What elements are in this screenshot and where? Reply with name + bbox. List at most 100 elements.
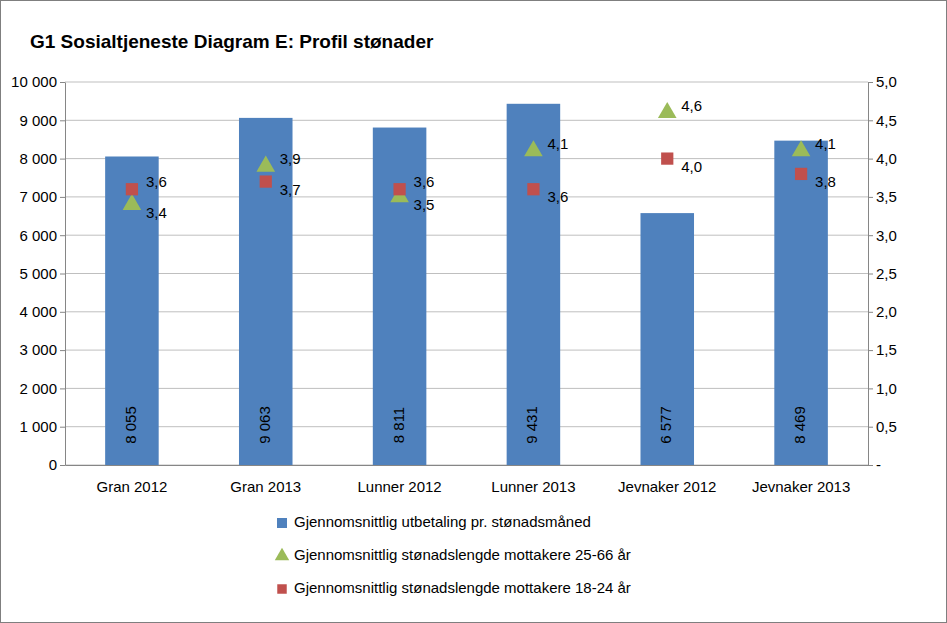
- tick: 1,0: [868, 380, 897, 397]
- tick-label: 3,0: [876, 227, 897, 244]
- tick-mark: [868, 159, 873, 160]
- grid-line: [65, 196, 868, 197]
- tick-mark: [868, 120, 873, 121]
- tick: Lunner 2012: [357, 465, 441, 495]
- tick: 0,5: [868, 418, 897, 435]
- grid-line: [65, 273, 868, 274]
- grid-line: [65, 350, 868, 351]
- tick-label: 8 000: [19, 150, 57, 167]
- data-label: 6 577: [657, 406, 674, 444]
- tick-label: 5 000: [19, 265, 57, 282]
- x-axis: Gran 2012 Gran 2013 Lunner 2012 Lunner 2013…: [66, 465, 869, 495]
- data-label: 8 469: [791, 406, 808, 444]
- tick-mark: [60, 197, 65, 198]
- tick-mark: [868, 274, 873, 275]
- grid-line: [65, 120, 868, 121]
- marker: [123, 194, 142, 210]
- tick-mark: [868, 388, 873, 389]
- marker: [393, 183, 405, 195]
- tick-mark: [868, 82, 873, 83]
- bar: [507, 104, 561, 465]
- tick-label: 0: [49, 456, 57, 473]
- tick-label: 4,0: [876, 150, 897, 167]
- y2-axis: - 0,5 1,0 1,5 2,0 2,5 3,0 3,5 4,0 4,5 5,0: [868, 73, 897, 473]
- data-label: 4,0: [681, 158, 702, 175]
- tick-label: 2,5: [876, 265, 897, 282]
- tick-label: 6 000: [19, 227, 57, 244]
- legend-swatch: [277, 584, 286, 593]
- data-label: 9 063: [256, 406, 273, 444]
- tick: -: [868, 456, 881, 473]
- data-label: 4,1: [815, 135, 836, 152]
- tick: 2,5: [868, 265, 897, 282]
- marker: [661, 152, 673, 164]
- tick: Lunner 2013: [491, 465, 575, 495]
- data-label: 4,1: [547, 135, 568, 152]
- tick: 4 000: [19, 303, 65, 320]
- data-label: 3,6: [414, 173, 435, 190]
- legend-swatch: [275, 548, 289, 560]
- tick: 5 000: [19, 265, 65, 282]
- data-label: 9 431: [523, 406, 540, 444]
- legend-item: Gjennomsnittlig stønadslengde mottakere …: [275, 546, 631, 563]
- marks: [105, 102, 828, 465]
- tick-mark: [60, 465, 65, 466]
- legend-item: Gjennomsnittlig utbetaling pr. stønadsmå…: [277, 513, 591, 530]
- marker: [126, 183, 138, 195]
- bar: [239, 118, 293, 465]
- axis-line: [65, 83, 66, 466]
- tick-label: 7 000: [19, 188, 57, 205]
- tick-mark: [60, 159, 65, 160]
- data-label: 8 811: [390, 407, 407, 443]
- tick-label: Lunner 2012: [357, 478, 441, 495]
- tick: 9 000: [19, 112, 65, 129]
- tick: 3,0: [868, 227, 897, 244]
- tick-label: 3 000: [19, 341, 57, 358]
- legend-label: Gjennomsnittlig stønadslengde mottakere …: [294, 579, 631, 596]
- grid-line: [65, 82, 868, 83]
- tick-label: 2 000: [19, 380, 57, 397]
- tick: Jevnaker 2012: [618, 465, 716, 495]
- tick-label: 2,0: [876, 303, 897, 320]
- plot: 01 0002 0003 0004 0005 0006 0007 0008 00…: [11, 73, 897, 495]
- tick: 6 000: [19, 227, 65, 244]
- tick-label: Lunner 2013: [491, 478, 575, 495]
- tick: 7 000: [19, 188, 65, 205]
- tick-mark: [60, 235, 65, 236]
- tick: 10 000: [11, 73, 65, 90]
- marker: [658, 102, 677, 118]
- tick-mark: [60, 427, 65, 428]
- chart: G1 Sosialtjeneste Diagram E: Profil støn…: [0, 0, 947, 623]
- legend-item: Gjennomsnittlig stønadslengde mottakere …: [277, 579, 631, 596]
- tick-mark: [60, 82, 65, 83]
- legend-label: Gjennomsnittlig utbetaling pr. stønadsmå…: [294, 513, 591, 530]
- bar: [640, 213, 694, 465]
- data-label: 8 055: [122, 406, 139, 444]
- legend-swatch: [277, 518, 287, 528]
- tick-label: 10 000: [11, 73, 57, 90]
- tick: 2,0: [868, 303, 897, 320]
- tick-label: 9 000: [19, 112, 57, 129]
- data-label: 3,6: [146, 173, 167, 190]
- legend: Gjennomsnittlig utbetaling pr. stønadsmå…: [275, 513, 631, 596]
- tick-label: -: [876, 456, 881, 473]
- tick: Gran 2013: [230, 465, 301, 495]
- tick: 2 000: [19, 380, 65, 397]
- tick-mark: [868, 312, 873, 313]
- tick-mark: [868, 197, 873, 198]
- tick: 5,0: [868, 73, 897, 90]
- data-label: 3,6: [547, 188, 568, 205]
- tick-mark: [868, 427, 873, 428]
- tick-mark: [868, 350, 873, 351]
- grid-line: [65, 388, 868, 389]
- tick: 3,5: [868, 188, 897, 205]
- tick-label: Gran 2012: [96, 478, 167, 495]
- grid-line: [65, 235, 868, 236]
- marker: [795, 168, 807, 180]
- tick: 1,5: [868, 341, 897, 358]
- tick-label: Jevnaker 2013: [752, 478, 850, 495]
- data-label: 4,6: [681, 97, 702, 114]
- tick: 4,0: [868, 150, 897, 167]
- tick: 4,5: [868, 112, 897, 129]
- data-label: 3,8: [815, 173, 836, 190]
